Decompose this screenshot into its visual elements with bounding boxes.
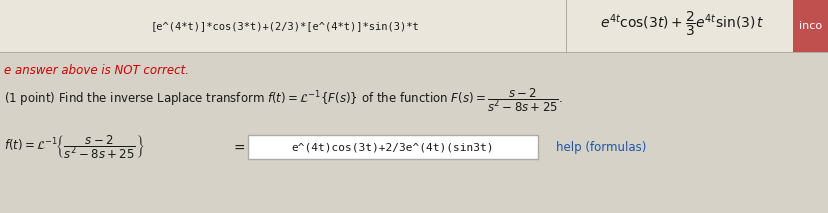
Bar xyxy=(0,0,828,52)
Bar xyxy=(0,52,828,53)
Bar xyxy=(792,0,828,52)
Text: $e^{4t}\cos(3t)+\dfrac{2}{3}e^{4t}\sin(3)\,t$: $e^{4t}\cos(3t)+\dfrac{2}{3}e^{4t}\sin(3… xyxy=(599,10,763,38)
FancyBboxPatch shape xyxy=(248,135,537,159)
Text: (1 point) Find the inverse Laplace transform $f(t) = \mathcal{L}^{-1}\left\{F(s): (1 point) Find the inverse Laplace trans… xyxy=(4,86,562,114)
Text: e answer above is NOT correct.: e answer above is NOT correct. xyxy=(4,63,189,76)
Text: $=$: $=$ xyxy=(230,140,245,154)
Bar xyxy=(0,52,828,213)
Text: e^(4t)cos(3t)+2/3e^(4t)(sin3t): e^(4t)cos(3t)+2/3e^(4t)(sin3t) xyxy=(291,142,493,152)
Text: inco: inco xyxy=(798,21,821,31)
Text: [e^(4*t)]*cos(3*t)+(2/3)*[e^(4*t)]*sin(3)*t: [e^(4*t)]*cos(3*t)+(2/3)*[e^(4*t)]*sin(3… xyxy=(151,21,419,31)
Text: help (formulas): help (formulas) xyxy=(556,141,646,154)
Text: $f(t) = \mathcal{L}^{-1}\!\left\{\dfrac{s-2}{s^2-8s+25}\right\}$: $f(t) = \mathcal{L}^{-1}\!\left\{\dfrac{… xyxy=(4,133,144,161)
